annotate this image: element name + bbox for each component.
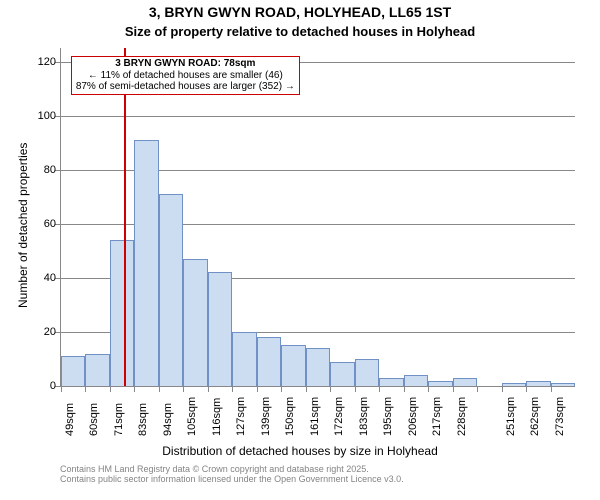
y-tick-label: 40	[0, 272, 56, 284]
histogram-bar	[85, 354, 109, 386]
x-tick	[85, 386, 86, 392]
histogram-bar	[404, 375, 428, 386]
histogram-bar	[159, 194, 183, 386]
y-tick-label: 100	[0, 110, 56, 122]
plot-area: 3 BRYN GWYN ROAD: 78sqm← 11% of detached…	[60, 48, 575, 387]
x-axis-title: Distribution of detached houses by size …	[0, 444, 600, 458]
histogram-bar	[502, 383, 526, 386]
histogram-bar	[257, 337, 281, 386]
x-tick	[110, 386, 111, 392]
x-tick	[134, 386, 135, 392]
histogram-bar	[551, 383, 575, 386]
histogram-bar	[232, 332, 256, 386]
x-tick-label: 273sqm	[554, 397, 566, 436]
histogram-bar	[183, 259, 207, 386]
x-tick	[355, 386, 356, 392]
x-tick-label: 183sqm	[358, 397, 370, 436]
x-tick	[232, 386, 233, 392]
x-tick-label: 206sqm	[407, 397, 419, 436]
x-tick-label: 172sqm	[333, 397, 345, 436]
gridline	[61, 386, 575, 387]
histogram-bar	[453, 378, 477, 386]
histogram-bar	[355, 359, 379, 386]
x-tick-label: 161sqm	[309, 397, 321, 436]
x-tick	[208, 386, 209, 392]
annotation-line-1: 3 BRYN GWYN ROAD: 78sqm	[76, 58, 295, 70]
y-tick-label: 80	[0, 164, 56, 176]
x-tick-label: 127sqm	[235, 397, 247, 436]
x-tick-label: 217sqm	[431, 397, 443, 436]
x-tick	[330, 386, 331, 392]
y-tick-label: 20	[0, 326, 56, 338]
y-tick-label: 60	[0, 218, 56, 230]
x-tick-label: 105sqm	[186, 397, 198, 436]
x-tick-label: 71sqm	[113, 403, 125, 436]
gridline	[61, 116, 575, 117]
footer-attribution: Contains HM Land Registry data © Crown c…	[0, 464, 600, 484]
histogram-bar	[61, 356, 85, 386]
x-tick-label: 150sqm	[284, 397, 296, 436]
histogram-bar	[428, 381, 452, 386]
chart-subtitle: Size of property relative to detached ho…	[0, 24, 600, 39]
annotation-line-3: 87% of semi-detached houses are larger (…	[76, 81, 295, 93]
x-tick	[281, 386, 282, 392]
footer-line-1: Contains HM Land Registry data © Crown c…	[0, 464, 600, 474]
x-tick-label: 251sqm	[505, 397, 517, 436]
x-tick	[428, 386, 429, 392]
annotation-box: 3 BRYN GWYN ROAD: 78sqm← 11% of detached…	[71, 56, 300, 95]
x-tick	[61, 386, 62, 392]
annotation-line-2: ← 11% of detached houses are smaller (46…	[76, 70, 295, 82]
x-tick-label: 262sqm	[529, 397, 541, 436]
x-tick	[159, 386, 160, 392]
y-tick-label: 120	[0, 56, 56, 68]
x-tick	[183, 386, 184, 392]
x-tick-label: 83sqm	[137, 403, 149, 436]
x-tick	[526, 386, 527, 392]
x-tick-label: 195sqm	[382, 397, 394, 436]
x-tick	[502, 386, 503, 392]
x-tick	[477, 386, 478, 392]
histogram-bar	[330, 362, 354, 386]
x-tick	[453, 386, 454, 392]
histogram-bar	[281, 345, 305, 386]
histogram-bar	[208, 272, 232, 386]
x-tick	[404, 386, 405, 392]
histogram-bar	[134, 140, 158, 386]
x-tick	[379, 386, 380, 392]
x-tick-label: 139sqm	[260, 397, 272, 436]
chart-title: 3, BRYN GWYN ROAD, HOLYHEAD, LL65 1ST	[0, 4, 600, 20]
x-tick	[551, 386, 552, 392]
histogram-bar	[306, 348, 330, 386]
histogram-bar	[110, 240, 134, 386]
marker-line	[124, 48, 126, 386]
y-tick-label: 0	[0, 380, 56, 392]
x-tick-label: 228sqm	[456, 397, 468, 436]
footer-line-2: Contains public sector information licen…	[0, 474, 600, 484]
x-tick	[257, 386, 258, 392]
x-tick-label: 49sqm	[64, 403, 76, 436]
x-tick-label: 116sqm	[211, 398, 223, 436]
x-tick-label: 60sqm	[88, 403, 100, 436]
x-tick	[306, 386, 307, 392]
histogram-bar	[379, 378, 403, 386]
x-tick-label: 94sqm	[162, 403, 174, 436]
histogram-bar	[526, 381, 550, 386]
